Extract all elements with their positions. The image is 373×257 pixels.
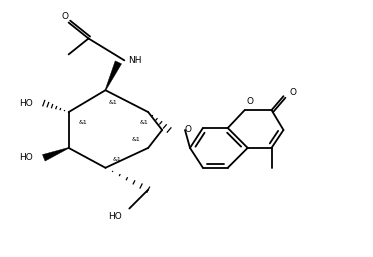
Text: HO: HO: [19, 153, 33, 162]
Text: O: O: [61, 12, 68, 21]
Polygon shape: [105, 61, 122, 90]
Text: &1: &1: [140, 120, 148, 125]
Text: HO: HO: [19, 99, 33, 108]
Text: &1: &1: [113, 157, 122, 162]
Text: NH: NH: [128, 56, 142, 65]
Text: &1: &1: [109, 100, 118, 105]
Text: O: O: [184, 125, 191, 134]
Text: O: O: [247, 97, 254, 106]
Text: &1: &1: [132, 137, 141, 142]
Text: &1: &1: [78, 120, 87, 125]
Polygon shape: [43, 148, 69, 161]
Text: HO: HO: [109, 212, 122, 221]
Text: O: O: [289, 88, 297, 97]
